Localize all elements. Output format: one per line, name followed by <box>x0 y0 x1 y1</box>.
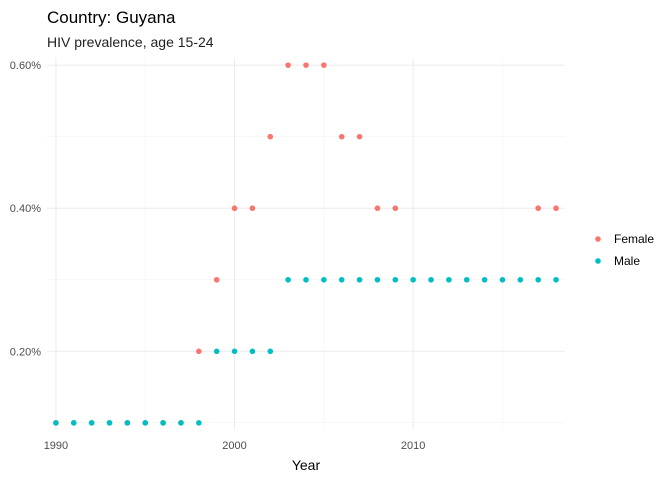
data-points <box>53 62 559 426</box>
x-tick-label: 1990 <box>44 440 68 452</box>
male-point <box>231 348 238 355</box>
male-point <box>106 420 113 426</box>
male-point <box>142 420 149 426</box>
male-point <box>517 276 524 283</box>
male-point <box>356 276 363 283</box>
male-point <box>499 276 506 283</box>
female-point <box>267 133 274 140</box>
grid <box>47 58 565 430</box>
male-point <box>160 420 166 426</box>
y-axis: 0.20% 0.40% 0.60% <box>10 60 41 358</box>
female-point <box>356 133 363 140</box>
male-point <box>446 276 452 283</box>
male-point <box>535 276 542 283</box>
x-axis-title: Year <box>292 457 321 473</box>
male-point <box>285 276 291 283</box>
male-point <box>338 276 345 283</box>
male-point <box>410 276 416 283</box>
female-point <box>535 205 542 212</box>
chart-subtitle: HIV prevalence, age 15-24 <box>47 34 214 50</box>
male-point <box>88 420 95 426</box>
male-point <box>553 276 559 283</box>
legend-label-female: Female <box>614 232 654 246</box>
female-point <box>392 205 399 212</box>
male-point <box>70 420 77 426</box>
male-point <box>213 348 220 355</box>
female-point <box>303 62 309 68</box>
female-point <box>553 205 559 212</box>
male-point <box>374 276 381 283</box>
y-tick-label: 0.60% <box>10 60 41 72</box>
legend-label-male: Male <box>614 254 640 268</box>
female-point <box>285 62 291 68</box>
male-point <box>267 348 274 355</box>
female-point <box>249 205 256 212</box>
x-tick-label: 2010 <box>401 440 425 452</box>
female-point <box>231 205 238 212</box>
x-axis: 1990 2000 2010 <box>44 440 426 452</box>
x-tick-label: 2000 <box>222 440 246 452</box>
male-point <box>463 276 470 283</box>
female-point <box>321 62 327 68</box>
male-point <box>249 348 256 355</box>
male-point <box>196 420 202 426</box>
female-point <box>374 205 381 212</box>
legend-key-male <box>595 258 601 264</box>
male-point <box>124 420 131 426</box>
chart-title: Country: Guyana <box>47 8 176 27</box>
legend-key-female <box>595 236 601 242</box>
male-point <box>303 276 309 283</box>
male-point <box>392 276 399 283</box>
male-point <box>53 420 59 426</box>
male-point <box>481 276 488 283</box>
female-point <box>213 276 220 283</box>
female-point <box>196 348 202 355</box>
y-tick-label: 0.20% <box>10 346 41 358</box>
legend: Female Male <box>595 232 654 268</box>
male-point <box>321 276 327 283</box>
female-point <box>338 133 345 140</box>
male-point <box>178 420 184 426</box>
male-point <box>428 276 434 283</box>
y-tick-label: 0.40% <box>10 203 41 215</box>
